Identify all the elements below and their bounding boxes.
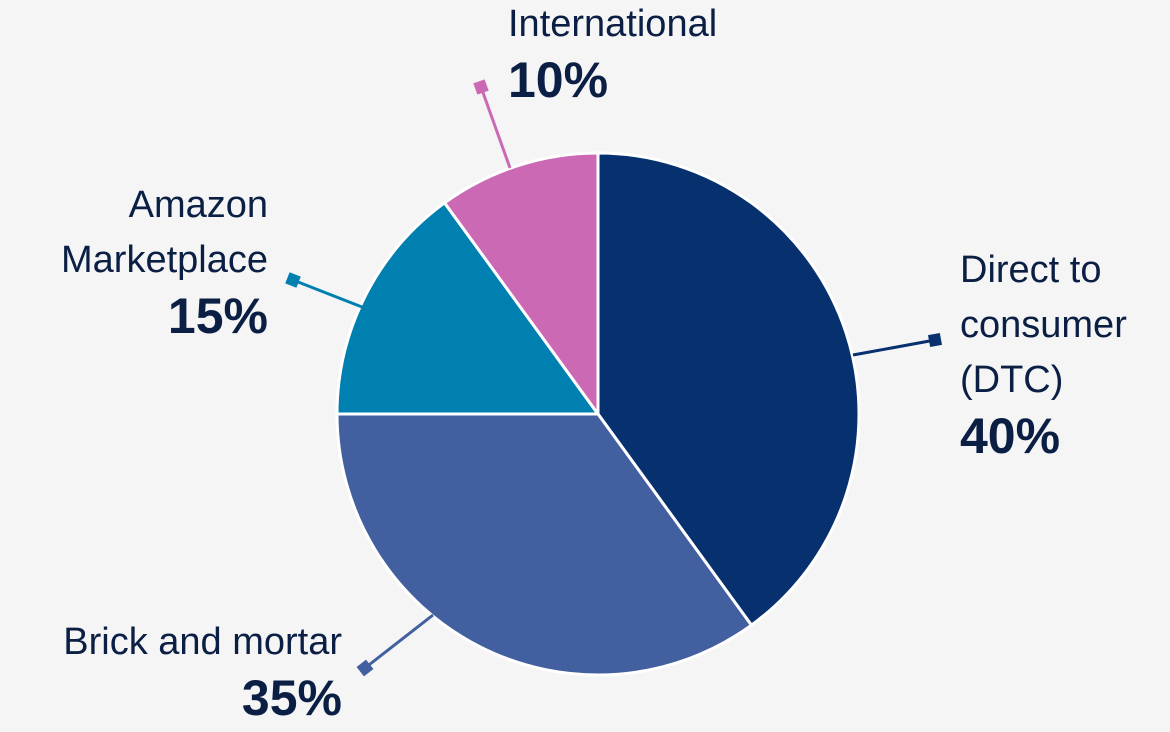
category-label: Direct to consumer (DTC) — [960, 249, 1127, 401]
pie-slice — [335, 201, 600, 416]
leader-marker — [928, 333, 942, 347]
leader-marker — [356, 659, 374, 677]
value-label: 40% — [960, 408, 1061, 464]
pie-slice — [443, 151, 600, 416]
slice-label: Brick and mortar 35% — [0, 615, 342, 726]
category-label: Brick and mortar — [63, 621, 342, 663]
slice-label: Direct to consumer (DTC) 40% — [960, 243, 1170, 464]
category-label: Amazon Marketplace — [61, 184, 268, 281]
slice-label: International 10% — [508, 0, 808, 108]
leader-marker — [285, 272, 301, 288]
value-label: 15% — [167, 288, 268, 344]
pie-slice — [335, 412, 753, 677]
leader-line — [364, 613, 434, 670]
leader-line — [852, 338, 936, 357]
leader-line — [479, 86, 512, 169]
slice-label: Amazon Marketplace 15% — [0, 178, 268, 344]
pie-slice — [596, 151, 861, 627]
category-label: International — [508, 3, 718, 45]
leader-line — [292, 278, 363, 309]
leader-marker — [473, 79, 489, 95]
value-label: 35% — [241, 670, 342, 726]
value-label: 10% — [508, 52, 609, 108]
